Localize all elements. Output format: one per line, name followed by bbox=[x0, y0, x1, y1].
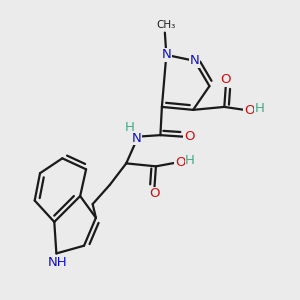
Text: H: H bbox=[124, 121, 134, 134]
Text: N: N bbox=[132, 132, 142, 145]
Text: O: O bbox=[184, 130, 194, 142]
Text: O: O bbox=[244, 104, 254, 117]
Text: N: N bbox=[190, 54, 200, 67]
Text: O: O bbox=[149, 187, 160, 200]
Text: N: N bbox=[161, 48, 171, 62]
Text: CH₃: CH₃ bbox=[157, 20, 176, 30]
Text: H: H bbox=[185, 154, 195, 167]
Text: O: O bbox=[175, 156, 185, 169]
Text: H: H bbox=[254, 102, 264, 115]
Text: NH: NH bbox=[48, 256, 68, 269]
Text: O: O bbox=[220, 73, 231, 86]
